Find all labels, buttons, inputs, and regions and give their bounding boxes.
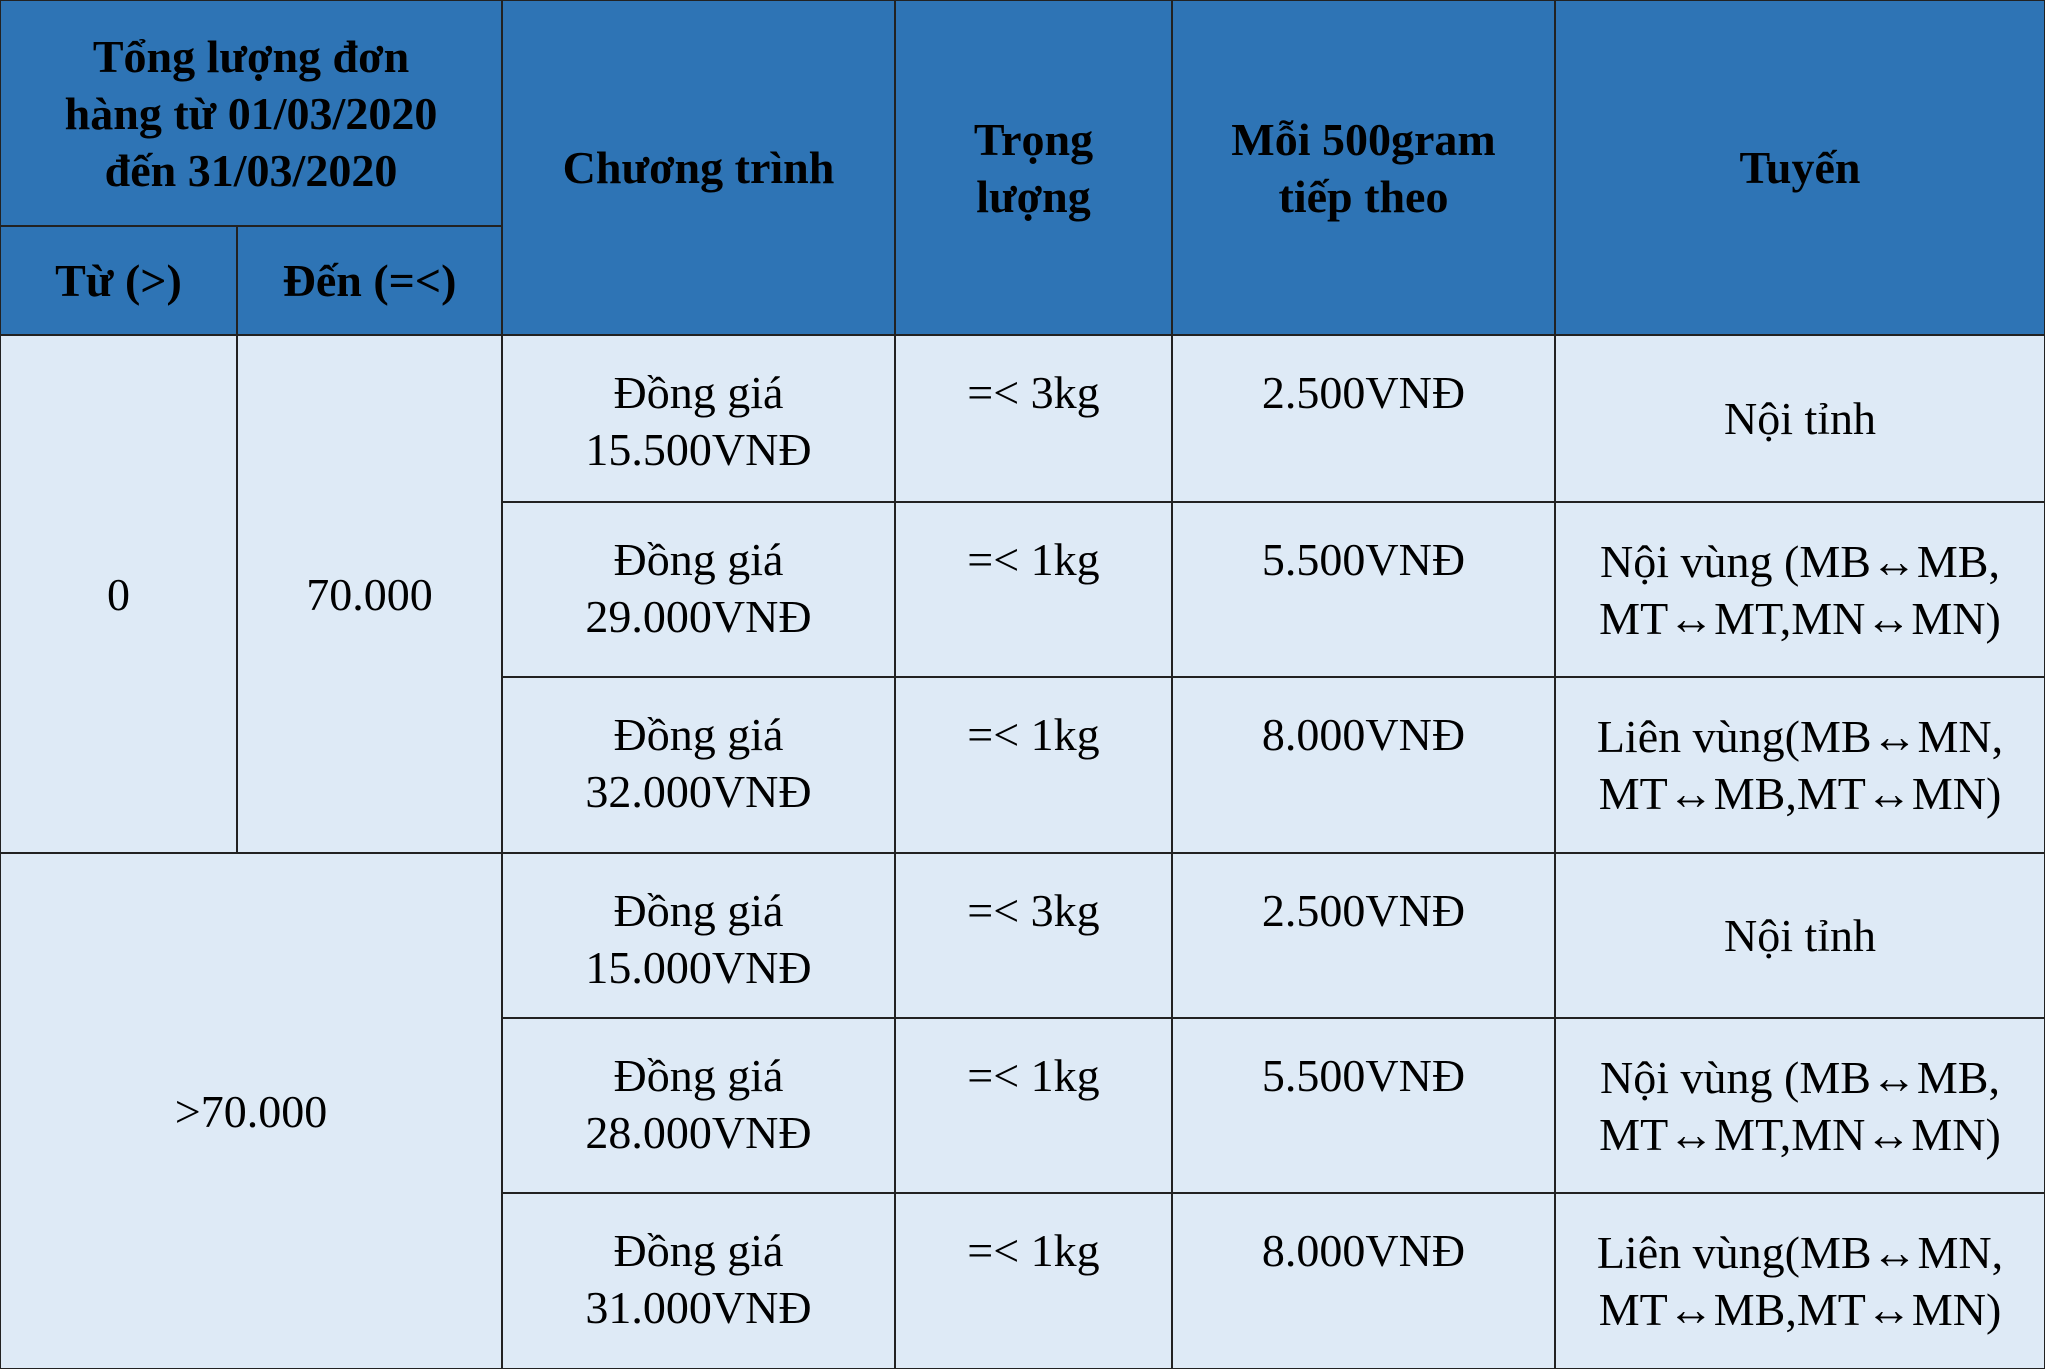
- weight-cell: =< 1kg: [895, 1018, 1172, 1193]
- route-cell: Liên vùng(MB↔MN, MT↔MB,MT↔MN): [1555, 1193, 2045, 1369]
- cell-line: Tổng lượng đơn: [92, 30, 410, 82]
- cell-line: Nội tỉnh: [1723, 910, 1877, 961]
- cell-line: Đồng giá: [613, 885, 784, 936]
- cell-line: =< 1kg: [967, 709, 1100, 760]
- header-to: Đến (=<): [237, 226, 502, 335]
- cell-line: Trọng: [973, 113, 1094, 165]
- cell-line: 29.000VNĐ: [585, 591, 812, 642]
- cell-line: Đồng giá: [613, 709, 784, 760]
- cell-line: =< 3kg: [967, 367, 1100, 418]
- cell-line: 8.000VNĐ: [1261, 709, 1466, 760]
- program-cell: Đồng giá 28.000VNĐ: [502, 1018, 895, 1193]
- cell-line: 8.000VNĐ: [1261, 1225, 1466, 1276]
- header-route: Tuyến: [1555, 0, 2045, 335]
- next-cell: 5.500VNĐ: [1172, 1018, 1555, 1193]
- range-cell: >70.000: [0, 853, 502, 1369]
- next-cell: 8.000VNĐ: [1172, 677, 1555, 853]
- cell-line: MT↔MB,MT↔MN): [1598, 1284, 2002, 1335]
- cell-line: =< 1kg: [967, 1050, 1100, 1101]
- route-cell: Nội tỉnh: [1555, 853, 2045, 1018]
- from-cell: 0: [0, 335, 237, 853]
- cell-line: Liên vùng(MB↔MN,: [1596, 711, 2004, 762]
- next-cell: 5.500VNĐ: [1172, 502, 1555, 677]
- weight-cell: =< 1kg: [895, 502, 1172, 677]
- cell-line: 2.500VNĐ: [1261, 885, 1466, 936]
- next-cell: 2.500VNĐ: [1172, 335, 1555, 502]
- cell-line: =< 1kg: [967, 1225, 1100, 1276]
- to-cell: 70.000: [237, 335, 502, 853]
- cell-line: MT↔MB,MT↔MN): [1598, 768, 2002, 819]
- cell-line: Liên vùng(MB↔MN,: [1596, 1227, 2004, 1278]
- weight-cell: =< 1kg: [895, 677, 1172, 853]
- cell-line: MT↔MT,MN↔MN): [1599, 592, 2001, 644]
- cell-line: Từ (>): [55, 255, 182, 306]
- program-cell: Đồng giá 15.500VNĐ: [502, 335, 895, 502]
- cell-line: =< 3kg: [967, 885, 1100, 936]
- cell-line: 28.000VNĐ: [585, 1107, 812, 1158]
- next-cell: 8.000VNĐ: [1172, 1193, 1555, 1369]
- program-cell: Đồng giá 29.000VNĐ: [502, 502, 895, 677]
- cell-line: Đồng giá: [613, 1050, 784, 1101]
- header-next: Mỗi 500gram tiếp theo: [1172, 0, 1555, 335]
- cell-line: 5.500VNĐ: [1261, 534, 1466, 585]
- program-cell: Đồng giá 32.000VNĐ: [502, 677, 895, 853]
- cell-line: 15.000VNĐ: [585, 942, 812, 993]
- cell-line: 15.500VNĐ: [585, 424, 812, 475]
- route-cell: Nội vùng (MB↔MB, MT↔MT,MN↔MN): [1555, 502, 2045, 677]
- cell-line: 0: [107, 568, 130, 620]
- cell-line: Nội vùng (MB↔MB,: [1600, 1051, 2000, 1103]
- program-cell: Đồng giá 15.000VNĐ: [502, 853, 895, 1018]
- next-cell: 2.500VNĐ: [1172, 853, 1555, 1018]
- cell-line: 32.000VNĐ: [585, 766, 812, 817]
- cell-line: tiếp theo: [1278, 170, 1449, 222]
- cell-line: MT↔MT,MN↔MN): [1599, 1108, 2001, 1160]
- cell-line: Tuyến: [1739, 142, 1861, 193]
- cell-line: Nội tỉnh: [1723, 393, 1877, 444]
- cell-line: 31.000VNĐ: [585, 1282, 812, 1333]
- cell-line: Đồng giá: [613, 1225, 784, 1276]
- route-cell: Liên vùng(MB↔MN, MT↔MB,MT↔MN): [1555, 677, 2045, 853]
- header-total: Tổng lượng đơn hàng từ 01/03/2020 đến 31/0…: [0, 0, 502, 226]
- route-cell: Nội vùng (MB↔MB, MT↔MT,MN↔MN): [1555, 1018, 2045, 1193]
- program-cell: Đồng giá 31.000VNĐ: [502, 1193, 895, 1369]
- route-cell: Nội tỉnh: [1555, 335, 2045, 502]
- cell-line: lượng: [976, 170, 1091, 222]
- header-weight: Trọng lượng: [895, 0, 1172, 335]
- cell-line: Đồng giá: [613, 367, 784, 418]
- weight-cell: =< 3kg: [895, 335, 1172, 502]
- cell-line: =< 1kg: [967, 534, 1100, 585]
- cell-line: đến 31/03/2020: [104, 144, 398, 196]
- cell-line: Mỗi 500gram: [1231, 113, 1496, 165]
- cell-line: Nội vùng (MB↔MB,: [1600, 535, 2000, 587]
- cell-line: hàng từ 01/03/2020: [64, 87, 438, 139]
- cell-line: 5.500VNĐ: [1261, 1050, 1466, 1101]
- cell-line: Đồng giá: [613, 534, 784, 585]
- weight-cell: =< 1kg: [895, 1193, 1172, 1369]
- header-from: Từ (>): [0, 226, 237, 335]
- cell-line: 70.000: [306, 568, 433, 620]
- cell-line: Chương trình: [562, 142, 835, 193]
- cell-line: Đến (=<): [282, 255, 457, 306]
- cell-line: 2.500VNĐ: [1261, 367, 1466, 418]
- header-program: Chương trình: [502, 0, 895, 335]
- cell-line: >70.000: [174, 1085, 328, 1137]
- weight-cell: =< 3kg: [895, 853, 1172, 1018]
